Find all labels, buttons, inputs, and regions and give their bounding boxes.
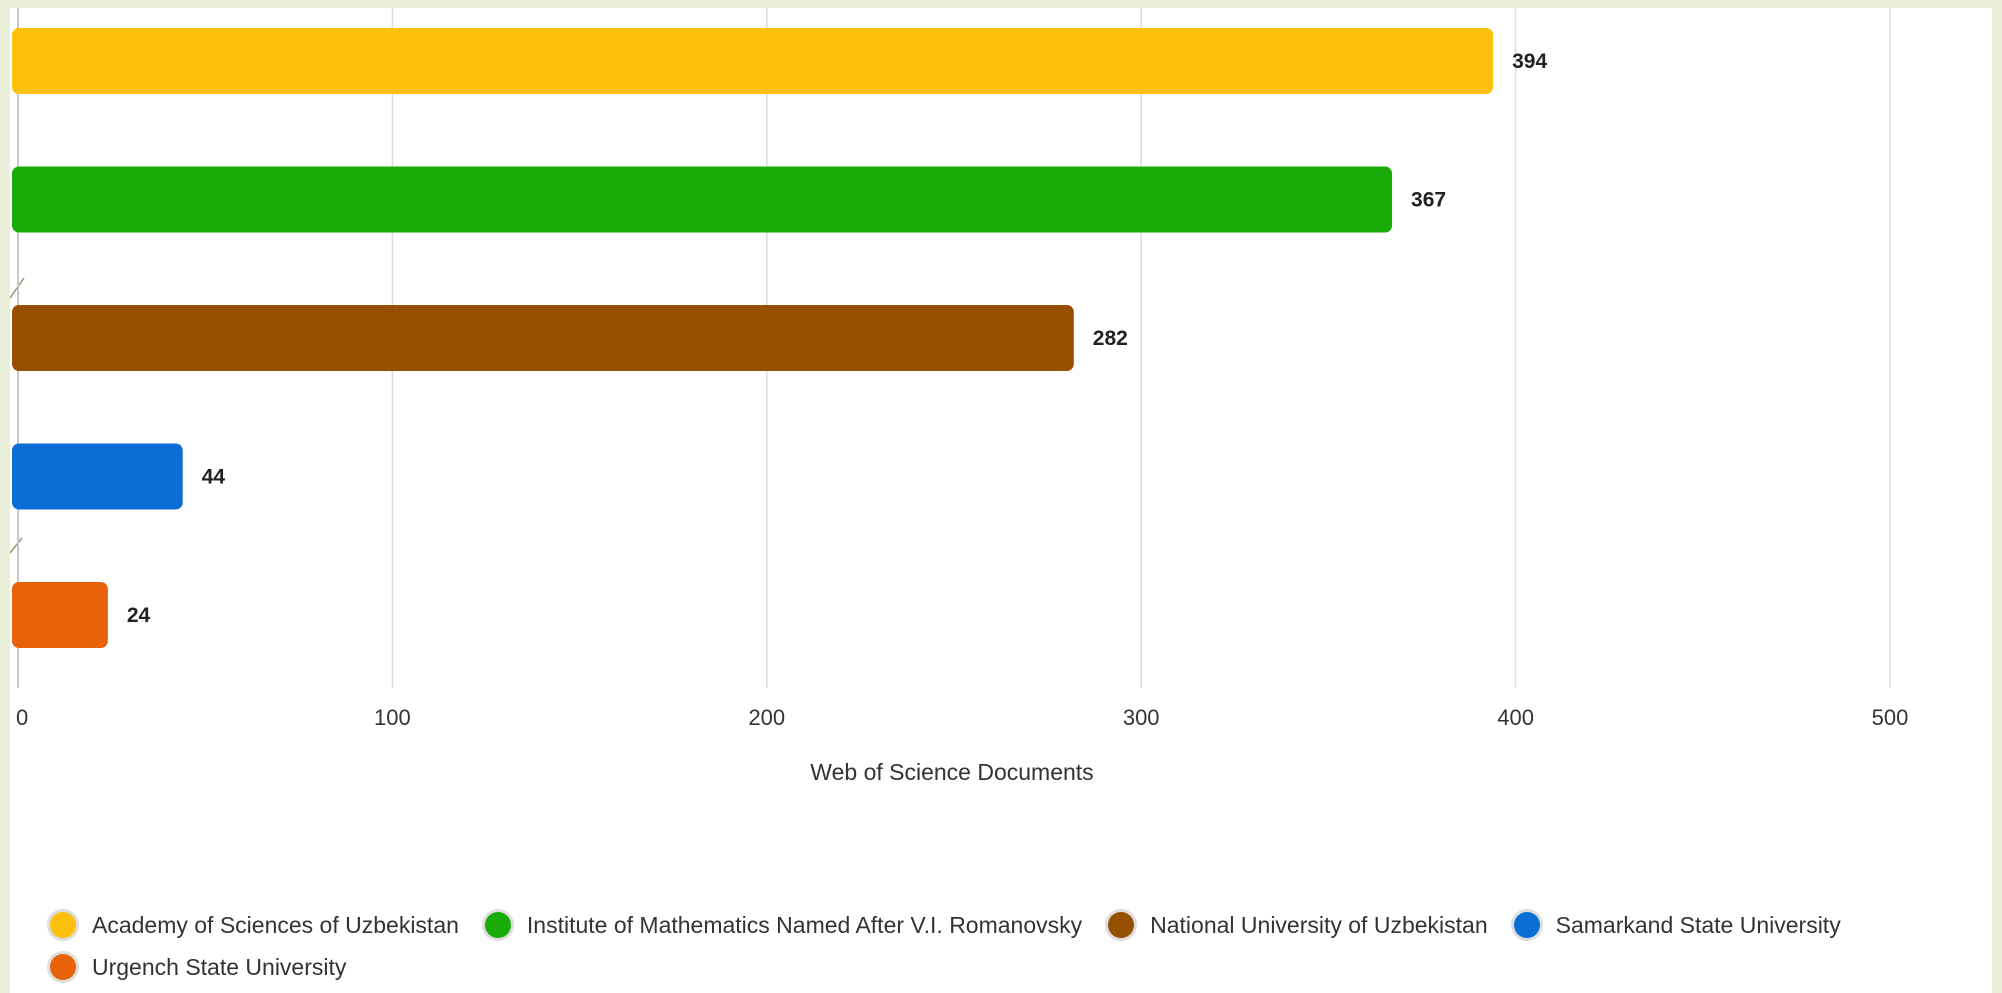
legend-item-4[interactable]: Urgench State University — [50, 950, 346, 984]
legend-swatch-0 — [50, 912, 76, 938]
bar-1[interactable] — [12, 166, 1393, 233]
legend-item-2[interactable]: National University of Uzbekistan — [1108, 908, 1488, 942]
bar-3[interactable] — [12, 443, 183, 510]
x-tick-label-0: 0 — [16, 705, 28, 730]
x-tick-label-400: 400 — [1497, 705, 1534, 730]
bar-value-label-1: 367 — [1411, 189, 1446, 212]
legend-item-0[interactable]: Academy of Sciences of Uzbekistan — [50, 908, 459, 942]
chart-legend: Academy of Sciences of Uzbekistan Institu… — [50, 908, 1980, 984]
x-tick-label-500: 500 — [1872, 705, 1909, 730]
legend-label-1: Institute of Mathematics Named After V.I… — [526, 911, 1083, 938]
chart-panel: 394 367 282 44 24 0 100 200 300 400 500 Web of Scie… — [10, 8, 1992, 993]
bar-2[interactable] — [12, 305, 1074, 371]
legend-swatch-1 — [484, 912, 511, 938]
bar-0[interactable] — [12, 28, 1494, 94]
bar-value-label-0: 394 — [1512, 50, 1547, 73]
legend-swatch-2 — [1108, 912, 1135, 938]
bar-chart: 394 367 282 44 24 0 100 200 300 400 500 Web of Scie… — [12, 8, 1909, 785]
legend-item-1[interactable]: Institute of Mathematics Named After V.I… — [484, 908, 1083, 942]
bar-value-label-2: 282 — [1093, 327, 1128, 350]
bar-value-label-4: 24 — [127, 604, 151, 627]
bar-value-label-3: 44 — [202, 466, 226, 489]
x-tick-label-300: 300 — [1123, 705, 1160, 730]
x-tick-label-200: 200 — [748, 705, 785, 730]
legend-swatch-3 — [1513, 912, 1540, 938]
legend-label-3: Samarkand State University — [1555, 911, 1841, 938]
legend-label-2: National University of Uzbekistan — [1150, 911, 1488, 938]
legend-label-4: Urgench State University — [92, 953, 347, 980]
bar-4[interactable] — [12, 582, 108, 648]
legend-item-3[interactable]: Samarkand State University — [1513, 908, 1841, 942]
legend-label-0: Academy of Sciences of Uzbekistan — [92, 911, 459, 938]
legend-swatch-4 — [50, 954, 76, 980]
x-tick-label-100: 100 — [374, 705, 411, 730]
x-axis-title: Web of Science Documents — [810, 759, 1093, 785]
